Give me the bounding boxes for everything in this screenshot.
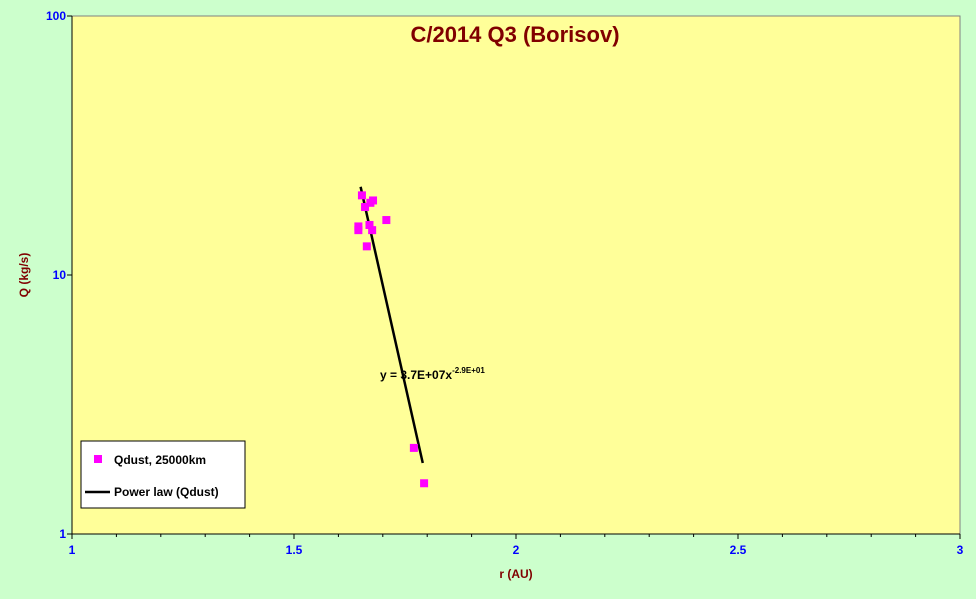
legend: Qdust, 25000km Power law (Qdust) bbox=[80, 440, 246, 509]
trendline-equation-exponent: -2.9E+01 bbox=[452, 366, 485, 375]
y-tick-label: 1 bbox=[59, 527, 66, 541]
x-tick-label: 3 bbox=[957, 543, 964, 557]
data-point bbox=[365, 220, 374, 229]
series-layer bbox=[354, 186, 429, 488]
axis-ticks bbox=[67, 15, 961, 539]
y-axis-title: Q (kg/s) bbox=[17, 253, 31, 298]
data-point bbox=[382, 216, 391, 225]
x-tick-label: 2 bbox=[513, 543, 520, 557]
x-tick-label: 1 bbox=[69, 543, 76, 557]
tick-labels: 1 1.5 2 2.5 3 100 10 1 bbox=[46, 9, 964, 557]
data-point bbox=[369, 196, 378, 205]
data-point bbox=[409, 443, 418, 452]
legend-box bbox=[80, 440, 246, 509]
y-tick-label: 100 bbox=[46, 9, 66, 23]
data-point bbox=[361, 203, 370, 212]
trendline-equation: y = 3.7E+07x-2.9E+01 bbox=[380, 366, 485, 382]
legend-label-points: Qdust, 25000km bbox=[114, 453, 206, 467]
x-axis-title: r (AU) bbox=[499, 567, 532, 581]
data-point bbox=[357, 191, 366, 200]
data-point bbox=[420, 479, 429, 488]
y-tick-label: 10 bbox=[53, 268, 67, 282]
data-point bbox=[362, 242, 371, 251]
data-point bbox=[368, 226, 377, 235]
chart-title: C/2014 Q3 (Borisov) bbox=[410, 22, 619, 47]
legend-marker-points bbox=[94, 455, 102, 463]
trendline-equation-base: y = 3.7E+07x bbox=[380, 368, 452, 382]
data-point bbox=[354, 226, 363, 235]
legend-label-trendline: Power law (Qdust) bbox=[114, 485, 219, 499]
x-tick-label: 1.5 bbox=[286, 543, 303, 557]
x-tick-label: 2.5 bbox=[730, 543, 747, 557]
